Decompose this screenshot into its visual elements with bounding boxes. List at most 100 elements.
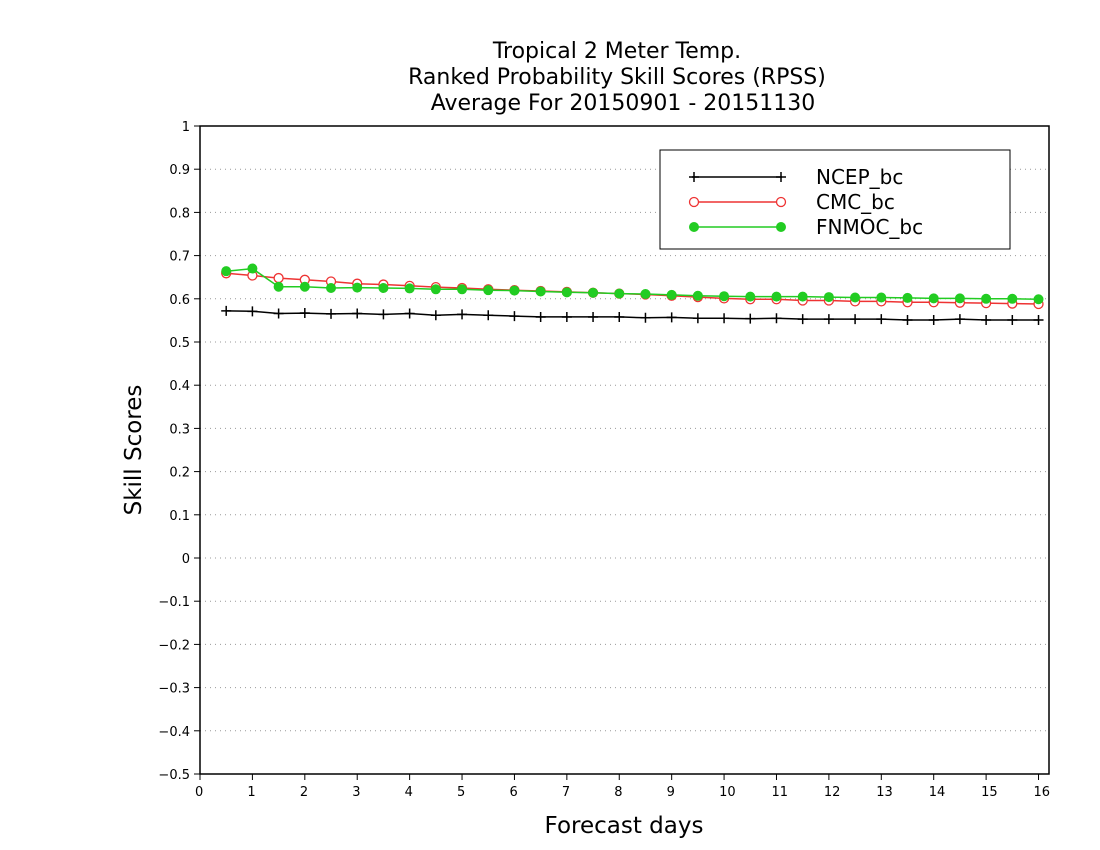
x-tick-label: 16 xyxy=(1034,785,1051,800)
data-point xyxy=(1007,293,1018,304)
x-axis: 0 1 2 3 4 5 6 7 8 9 10 11 12 13 14 15 16 xyxy=(195,774,1050,800)
data-point xyxy=(719,291,730,302)
y-tick-label: −0.4 xyxy=(158,725,190,740)
legend-swatch-marker xyxy=(689,222,699,232)
x-tick-label: 5 xyxy=(457,785,465,800)
legend-label: FNMOC_bc xyxy=(816,215,923,239)
data-point xyxy=(535,286,546,297)
y-tick-label: 0.4 xyxy=(169,379,190,394)
x-tick-label: 10 xyxy=(719,785,736,800)
data-point xyxy=(692,313,703,324)
data-point xyxy=(1033,314,1044,325)
legend-box xyxy=(659,149,1011,250)
legend-entry: CMC_bc xyxy=(688,190,895,214)
data-point xyxy=(1033,294,1044,305)
data-point xyxy=(719,313,730,324)
data-point xyxy=(954,314,965,325)
y-tick-label: 0.2 xyxy=(169,466,190,481)
data-point xyxy=(745,291,756,302)
series-fnmoc-bc xyxy=(221,263,1044,305)
data-point xyxy=(221,305,232,316)
legend-entry: NCEP_bc xyxy=(689,165,903,189)
series-cmc-bc xyxy=(221,268,1044,310)
y-axis: 1 0.9 0.8 0.7 0.6 0.5 0.4 0.3 0.2 0.1 0 −0.1 −0.2 −0.… xyxy=(158,120,200,783)
data-point xyxy=(457,309,468,320)
data-point xyxy=(588,311,599,322)
data-point xyxy=(404,283,415,294)
data-point xyxy=(483,310,494,321)
data-point xyxy=(902,314,913,325)
x-tick-label: 14 xyxy=(929,785,946,800)
legend-swatch-marker xyxy=(775,196,787,208)
x-tick-label: 9 xyxy=(667,785,675,800)
data-point xyxy=(509,311,520,322)
data-point xyxy=(666,312,677,323)
data-point xyxy=(850,314,861,325)
data-point xyxy=(221,266,232,277)
y-tick-label: 0.3 xyxy=(169,422,190,437)
data-point xyxy=(823,314,834,325)
y-tick-label: −0.2 xyxy=(158,638,190,653)
chart-title-line-3: Average For 20150901 - 20151130 xyxy=(431,91,816,116)
data-point xyxy=(430,284,441,295)
data-point xyxy=(876,292,887,303)
data-point xyxy=(797,314,808,325)
data-point xyxy=(692,290,703,301)
legend-label: CMC_bc xyxy=(816,190,895,214)
plot-frame xyxy=(199,125,1050,775)
data-point xyxy=(509,285,520,296)
x-tick-label: 13 xyxy=(876,785,893,800)
data-point xyxy=(981,314,992,325)
data-point xyxy=(378,283,389,293)
data-point xyxy=(326,308,337,319)
x-tick-label: 2 xyxy=(300,785,308,800)
data-point xyxy=(745,313,756,324)
y-tick-label: 0.9 xyxy=(169,163,190,178)
legend-swatch-marker xyxy=(688,196,700,208)
legend-swatch-marker xyxy=(776,172,786,182)
data-point xyxy=(614,311,625,322)
y-tick-label: 0 xyxy=(182,552,190,567)
data-point xyxy=(1007,314,1018,325)
data-point xyxy=(771,291,782,302)
data-point xyxy=(457,284,468,295)
y-tick-label: 0.1 xyxy=(169,509,190,524)
data-point xyxy=(273,281,284,292)
x-tick-label: 12 xyxy=(824,785,841,800)
data-point xyxy=(928,293,939,304)
y-tick-label: 1 xyxy=(182,120,190,135)
y-tick-label: 0.7 xyxy=(169,250,190,265)
data-point xyxy=(588,287,599,298)
x-tick-label: 4 xyxy=(405,785,413,800)
data-point xyxy=(535,311,546,322)
data-point xyxy=(614,288,625,299)
data-point xyxy=(561,287,572,298)
legend-entry: FNMOC_bc xyxy=(689,215,923,239)
data-point xyxy=(902,292,913,303)
data-point xyxy=(640,289,651,300)
data-point xyxy=(561,311,572,322)
y-tick-label: −0.5 xyxy=(158,768,190,783)
x-tick-label: 8 xyxy=(614,785,622,800)
data-point xyxy=(666,289,677,300)
x-tick-label: 6 xyxy=(509,785,517,800)
legend-label: NCEP_bc xyxy=(816,165,903,189)
series-layer xyxy=(221,263,1044,325)
y-tick-label: 0.6 xyxy=(169,293,190,308)
gridlines xyxy=(200,168,1049,732)
data-point xyxy=(299,308,310,319)
data-point xyxy=(850,292,861,303)
data-point xyxy=(326,283,337,293)
data-point xyxy=(771,313,782,324)
data-point xyxy=(483,285,494,296)
data-point xyxy=(797,291,808,302)
data-point xyxy=(352,282,363,293)
x-axis-title: Forecast days xyxy=(545,813,704,839)
data-point xyxy=(928,314,939,325)
y-axis-title: Skill Scores xyxy=(121,385,147,516)
data-point xyxy=(430,310,441,321)
x-tick-label: 15 xyxy=(981,785,998,800)
